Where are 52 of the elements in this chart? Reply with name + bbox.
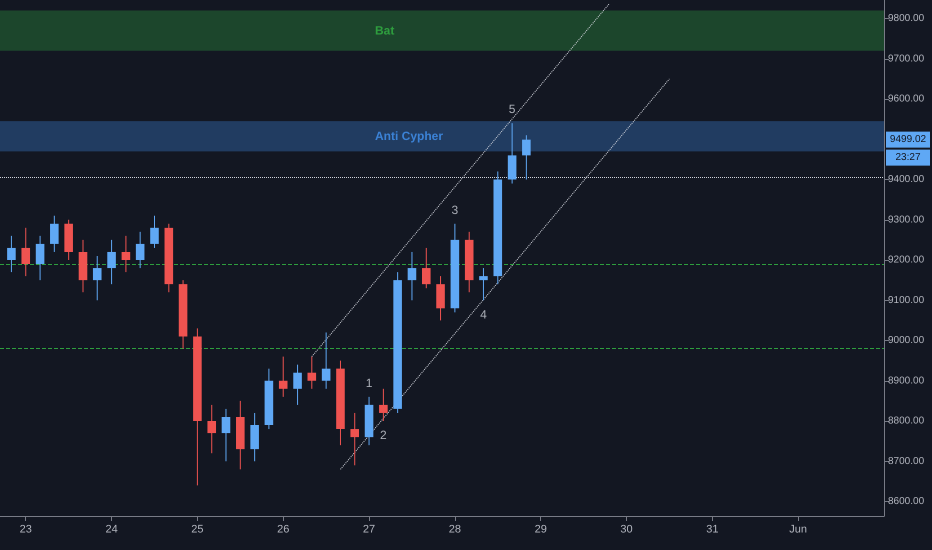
- candlestick: [150, 215, 159, 248]
- candlestick: [408, 251, 416, 301]
- candlestick: [479, 268, 488, 301]
- y-tick-label: 9300.00: [888, 214, 925, 226]
- candlestick: [107, 239, 116, 285]
- candlestick: [422, 247, 431, 289]
- candlestick: [207, 404, 216, 454]
- candlestick: [92, 255, 102, 301]
- candlestick: [522, 134, 531, 180]
- annotation: 9499.02: [890, 134, 927, 146]
- x-tick-label: 27: [362, 524, 376, 536]
- y-tick-label: 8900.00: [888, 375, 925, 386]
- y-tick-label: 8700.00: [888, 456, 925, 467]
- y-tick-label: 9600.00: [888, 94, 925, 105]
- candlestick: [7, 235, 16, 273]
- x-tick-label: 31: [706, 524, 718, 536]
- candlestick: [278, 356, 288, 398]
- y-tick-label: 9400.00: [888, 174, 925, 186]
- y-tick-label: 9000.00: [888, 335, 925, 346]
- candlestick: [350, 412, 360, 466]
- candlestick: [322, 332, 330, 390]
- annotation: 1: [366, 376, 373, 390]
- annotation: 5: [508, 102, 516, 116]
- annotation: 3: [452, 202, 459, 217]
- y-tick-label: 9800.00: [888, 13, 925, 24]
- y-tick-label: 9100.00: [888, 294, 925, 306]
- band-label: Anti Cypher: [375, 129, 444, 144]
- candlestick: [308, 356, 316, 390]
- text: 23:27: [895, 152, 921, 164]
- x-tick-label: 28: [448, 524, 461, 536]
- annotation: 2: [380, 428, 388, 442]
- x-tick-label: 25: [191, 524, 204, 536]
- candlestick: [36, 235, 44, 281]
- candlestick: [293, 364, 302, 406]
- x-tick-label: 29: [534, 524, 547, 536]
- y-tick-label: 8600.00: [888, 496, 925, 508]
- x-tick-label: 30: [620, 524, 633, 536]
- x-tick-label: Jun: [789, 524, 808, 536]
- candlestick: [122, 235, 130, 273]
- y-tick-label: 8800.00: [888, 416, 925, 427]
- candlestick: [21, 227, 30, 277]
- candlestick: [50, 215, 59, 252]
- x-tick-label: 26: [277, 524, 290, 536]
- y-tick-label: 9700.00: [888, 53, 925, 64]
- candlestick: [379, 388, 388, 422]
- annotation: 4: [480, 307, 488, 322]
- x-tick-label: 23: [20, 524, 32, 536]
- y-tick-label: 9200.00: [888, 254, 925, 266]
- x-tick-label: 24: [105, 524, 118, 536]
- candlestick: [136, 231, 144, 269]
- candlestick: [222, 408, 230, 462]
- band-label: Bat: [375, 24, 394, 38]
